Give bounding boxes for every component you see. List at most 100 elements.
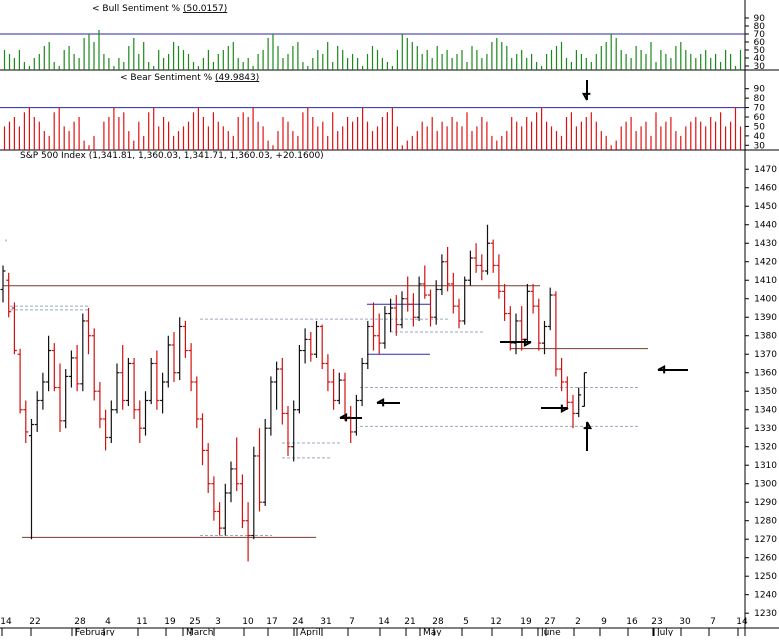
arrow-head [583,421,593,430]
bull-ytick-label: 40 [754,54,766,64]
arrow-annotation [581,80,591,101]
xtick-label: 5 [463,617,469,627]
bull-title-prefix: < [92,4,100,14]
arrow-head [339,412,348,422]
price-ytick-label: 1280 [754,517,777,527]
xtick-label: 14 [0,617,12,627]
month-label: March [186,628,213,636]
month-label: July [656,628,674,636]
bear-ytick-label: 60 [754,113,766,123]
bull-sentiment-title: < Bull Sentiment % (50.0157) [92,4,227,14]
bear-ytick-label: 50 [754,122,766,132]
xtick-label: 2 [575,617,581,627]
price-ytick-label: 1430 [754,239,777,249]
xtick-label: 16 [626,617,638,627]
xtick-label: 22 [29,617,40,627]
price-ytick-label: 1240 [754,591,777,601]
month-label: May [423,628,442,636]
xtick-label: 7 [710,617,716,627]
xtick-label: 25 [189,617,200,627]
price-ytick-label: 1360 [754,369,777,379]
price-ytick-label: 1390 [754,313,777,323]
bear-ytick-label: 30 [754,141,766,151]
arrow-head [581,92,591,101]
price-ytick-label: 1320 [754,443,777,453]
bull-title-text: Bull Sentiment % [102,4,180,14]
bull-ytick-label: 90 [754,14,766,24]
price-ytick-label: 1310 [754,461,777,471]
arrow-annotation [339,412,362,422]
xtick-label: 19 [520,617,532,627]
arrow-head [657,364,666,374]
bull-ytick-label: 30 [754,62,766,72]
price-ytick-label: 1440 [754,221,777,231]
price-ytick-label: 1230 [754,609,777,619]
month-label: April [300,628,321,636]
xtick-label: 9 [601,617,607,627]
xtick-label: 24 [292,617,304,627]
bear-ytick-label: 40 [754,132,766,142]
xtick-label: 14 [378,617,390,627]
xtick-label: 28 [432,617,444,627]
price-ytick-label: 1260 [754,554,777,564]
bear-sentiment-title: < Bear Sentiment % (49.9843) [120,73,259,83]
xtick-label: 7 [349,617,355,627]
arrow-annotation [500,338,532,348]
bull-ytick-label: 50 [754,46,766,56]
arrow-annotation [376,397,400,407]
bull-ytick-label: 80 [754,22,766,32]
xtick-label: 19 [164,617,176,627]
price-ytick-label: 1350 [754,387,777,397]
month-label: February [75,628,116,636]
price-ytick-label: 1330 [754,424,777,434]
xtick-label: 3 [215,617,221,627]
month-label: June [540,628,561,636]
bull-ytick-label: 70 [754,30,766,40]
bear-ytick-label: 70 [754,104,766,114]
price-ytick-label: 1420 [754,258,777,268]
arrow-head [523,338,532,348]
price-ytick-label: 1470 [754,165,777,175]
price-ytick-label: 1460 [754,184,777,194]
price-ytick-label: 1410 [754,276,777,286]
price-ytick-label: 1270 [754,535,777,545]
price-ytick-label: 1450 [754,202,777,212]
bear-title-text: Bear Sentiment % [130,73,212,83]
price-ytick-label: 1380 [754,332,777,342]
price-ytick-label: 1290 [754,498,777,508]
arrow-annotation [541,404,569,414]
xtick-label: 21 [404,617,415,627]
bear-ytick-label: 80 [754,94,766,104]
price-ytick-label: 1250 [754,572,777,582]
bear-ytick-label: 90 [754,85,766,95]
xtick-label: 28 [74,617,86,627]
sp500-price-panel: 1230 1240 1250 1260 1270 1280 1290 1300 1310 1320… [0,165,777,619]
arrow-head [560,404,569,414]
xtick-label: 30 [679,617,691,627]
arrow-annotation [657,364,688,374]
xtick-label: 10 [242,617,254,627]
xtick-label: 23 [651,617,662,627]
arrow-annotation [583,421,593,451]
xtick-label: 14 [736,617,748,627]
xtick-label: 17 [266,617,277,627]
bear-title-value: (49.9843) [215,73,259,83]
price-ytick-label: 1400 [754,295,777,305]
bull-ytick-label: 60 [754,38,766,48]
x-axis: 14 22 28 4 11 19 25 3 10 17 24 31 7 14 21 28 5 12 19 27 2 9 16… [0,617,748,638]
xtick-label: 12 [490,617,501,627]
annotations [339,80,688,451]
xtick-label: 27 [544,617,555,627]
arrow-head [376,397,385,407]
xtick-label: 11 [136,617,147,627]
xtick-label: 31 [320,617,331,627]
bull-title-value: (50.0157) [183,4,227,14]
sp500-title: S&P 500 Index (1,341.81, 1,360.03, 1,341… [20,151,324,161]
bear-title-prefix: < [120,73,128,83]
xtick-label: 4 [105,617,111,627]
